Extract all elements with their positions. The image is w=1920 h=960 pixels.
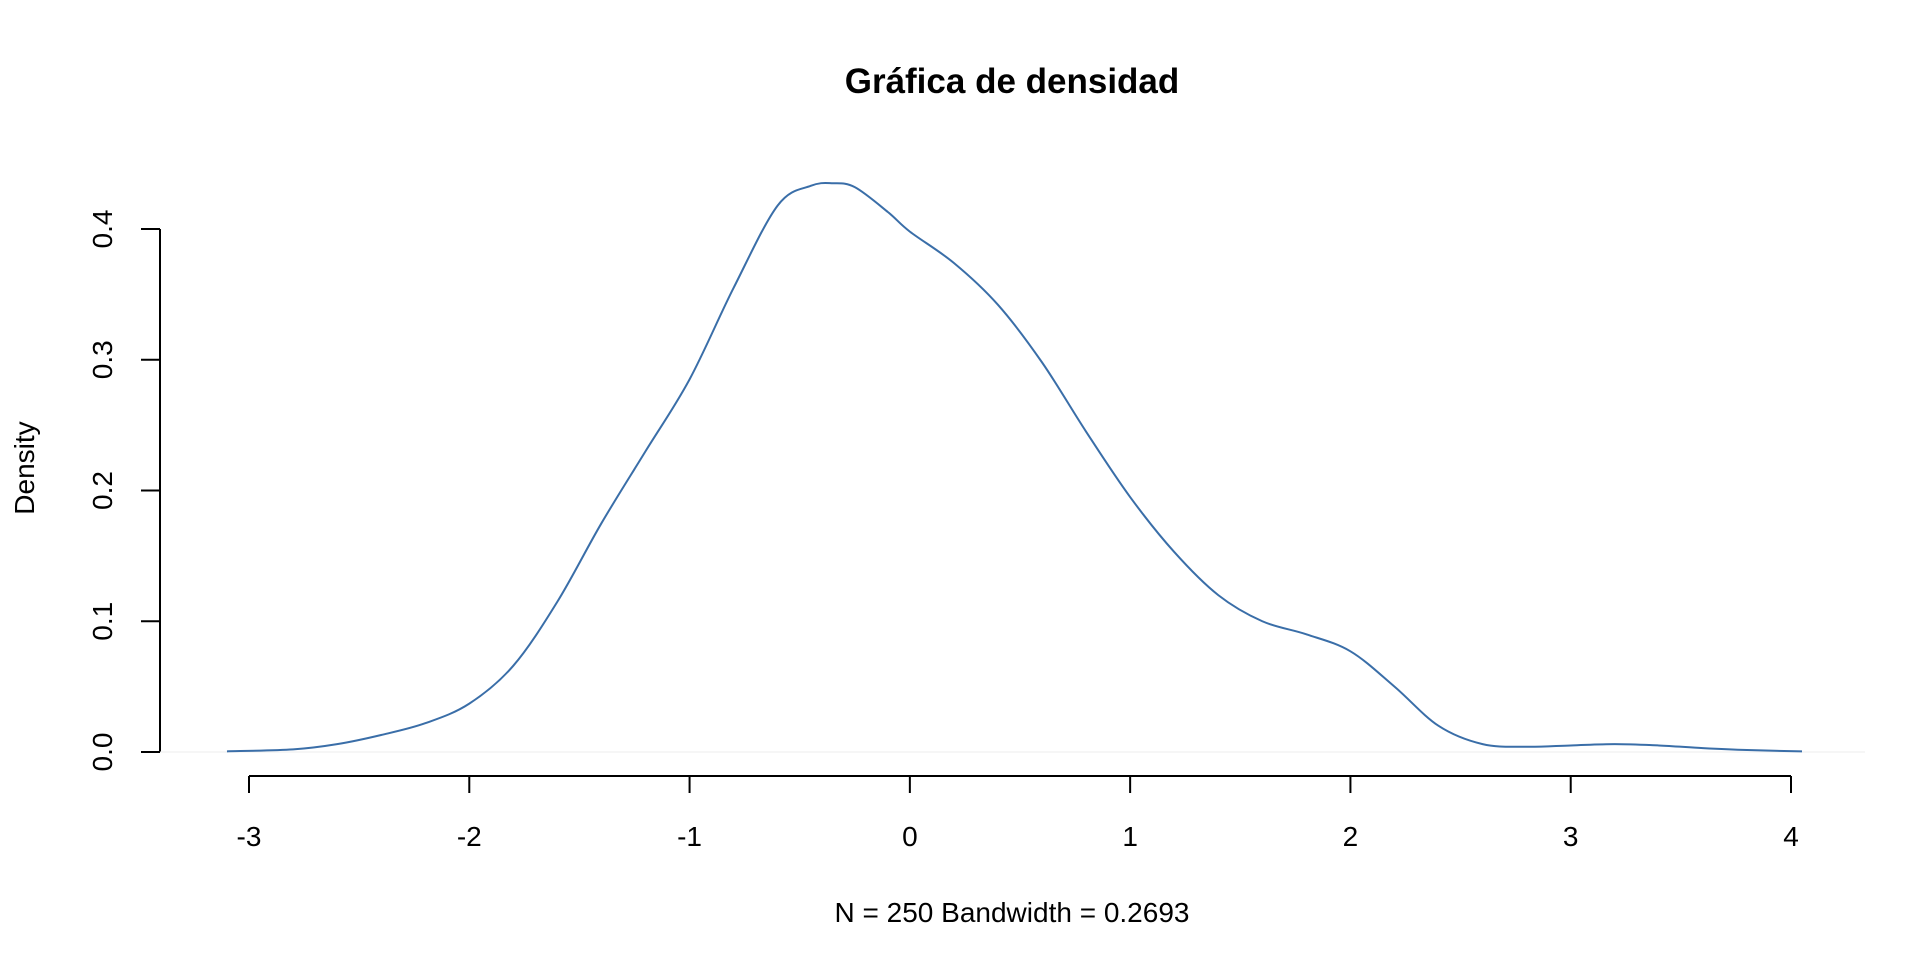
x-tick-label: 4: [1783, 821, 1799, 852]
y-axis: 0.0 0.1 0.2 0.3 0.4: [87, 210, 161, 772]
y-tick-label: 0.4: [87, 210, 118, 249]
x-tick-label: 3: [1563, 821, 1579, 852]
x-tick-label: -1: [677, 821, 702, 852]
x-tick-label: -2: [457, 821, 482, 852]
x-tick-label: 1: [1122, 821, 1138, 852]
x-axis-title: N = 250 Bandwidth = 0.2693: [835, 897, 1190, 928]
y-tick-label: 0.1: [87, 602, 118, 641]
density-curve: [226, 181, 1803, 753]
x-ticks: -3 -2 -1 0 1 2 3 4: [237, 776, 1799, 852]
y-ticks: 0.0 0.1 0.2 0.3 0.4: [87, 210, 160, 772]
x-tick-label: -3: [237, 821, 262, 852]
chart-title: Gráfica de densidad: [845, 62, 1180, 101]
x-tick-label: 2: [1343, 821, 1359, 852]
x-tick-label: 0: [902, 821, 918, 852]
y-tick-label: 0.3: [87, 340, 118, 379]
y-axis-title: Density: [9, 421, 40, 514]
x-axis: -3 -2 -1 0 1 2 3 4: [237, 775, 1799, 852]
y-tick-label: 0.0: [87, 733, 118, 772]
y-tick-label: 0.2: [87, 471, 118, 510]
